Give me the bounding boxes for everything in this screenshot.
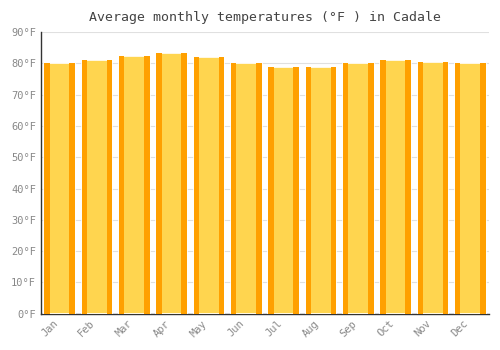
Bar (406, 60, 411, 314)
Bar (455, 63, 486, 314)
Bar (218, 57, 224, 314)
Bar (380, 60, 386, 314)
Bar (442, 62, 448, 314)
Bar (306, 66, 336, 314)
Bar (294, 66, 299, 314)
Bar (368, 63, 374, 314)
Bar (182, 52, 187, 314)
Bar (156, 52, 187, 314)
Bar (418, 62, 448, 314)
Bar (231, 63, 236, 314)
Bar (82, 60, 112, 314)
Bar (119, 56, 124, 314)
Bar (82, 60, 87, 314)
Bar (480, 63, 486, 314)
Bar (268, 66, 299, 314)
Bar (268, 66, 274, 314)
Bar (156, 52, 162, 314)
Bar (70, 63, 75, 314)
Bar (231, 63, 262, 314)
Bar (455, 63, 460, 314)
Bar (380, 60, 411, 314)
Bar (194, 57, 199, 314)
Bar (418, 62, 423, 314)
Bar (343, 63, 348, 314)
Bar (330, 66, 336, 314)
Title: Average monthly temperatures (°F ) in Cadale: Average monthly temperatures (°F ) in Ca… (89, 11, 441, 24)
Bar (343, 63, 374, 314)
Bar (194, 57, 224, 314)
Bar (119, 56, 150, 314)
Bar (107, 60, 112, 314)
Bar (44, 63, 75, 314)
Bar (306, 66, 311, 314)
Bar (256, 63, 262, 314)
Bar (44, 63, 50, 314)
Bar (144, 56, 150, 314)
